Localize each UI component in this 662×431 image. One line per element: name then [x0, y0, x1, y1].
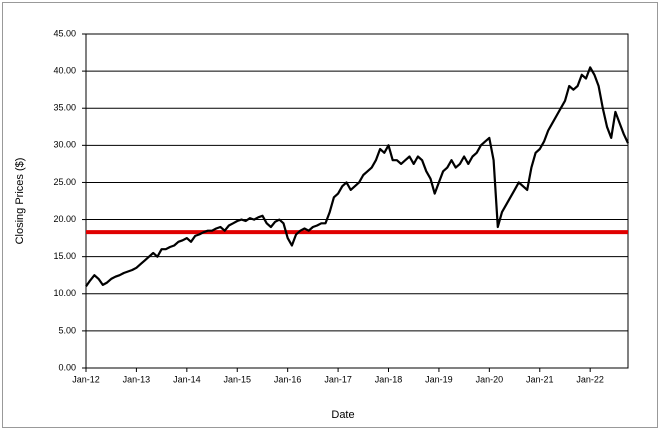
price-line — [85, 66, 629, 288]
y-axis-title: Closing Prices ($) — [14, 158, 26, 245]
y-tick-label: 45.00 — [53, 28, 76, 38]
y-tick-label: 20.00 — [53, 214, 76, 224]
y-tick-label: 25.00 — [53, 177, 76, 187]
chart-border — [2, 2, 658, 428]
plot-frame — [85, 33, 629, 369]
x-tick-label: Jan-15 — [223, 374, 251, 384]
y-tick-label: 10.00 — [53, 288, 76, 298]
y-tick-label: 30.00 — [53, 140, 76, 150]
y-tick-label: 5.00 — [58, 325, 76, 335]
x-tick-label: Jan-14 — [173, 374, 201, 384]
x-tick-label: Jan-19 — [425, 374, 453, 384]
x-tick-label: Jan-20 — [476, 374, 504, 384]
y-tick-label: 0.00 — [58, 362, 76, 372]
x-tick-label: Jan-12 — [72, 374, 100, 384]
x-tick-label: Jan-13 — [123, 374, 151, 384]
y-tick-label: 40.00 — [53, 65, 76, 75]
x-tick-label: Jan-22 — [576, 374, 604, 384]
x-axis-title: Date — [331, 409, 354, 421]
y-tick-label: 35.00 — [53, 103, 76, 113]
x-tick-label: Jan-17 — [324, 374, 352, 384]
x-tick-label: Jan-16 — [274, 374, 302, 384]
x-tick-label: Jan-21 — [526, 374, 554, 384]
y-tick-label: 15.00 — [53, 251, 76, 261]
x-tick-label: Jan-18 — [375, 374, 403, 384]
